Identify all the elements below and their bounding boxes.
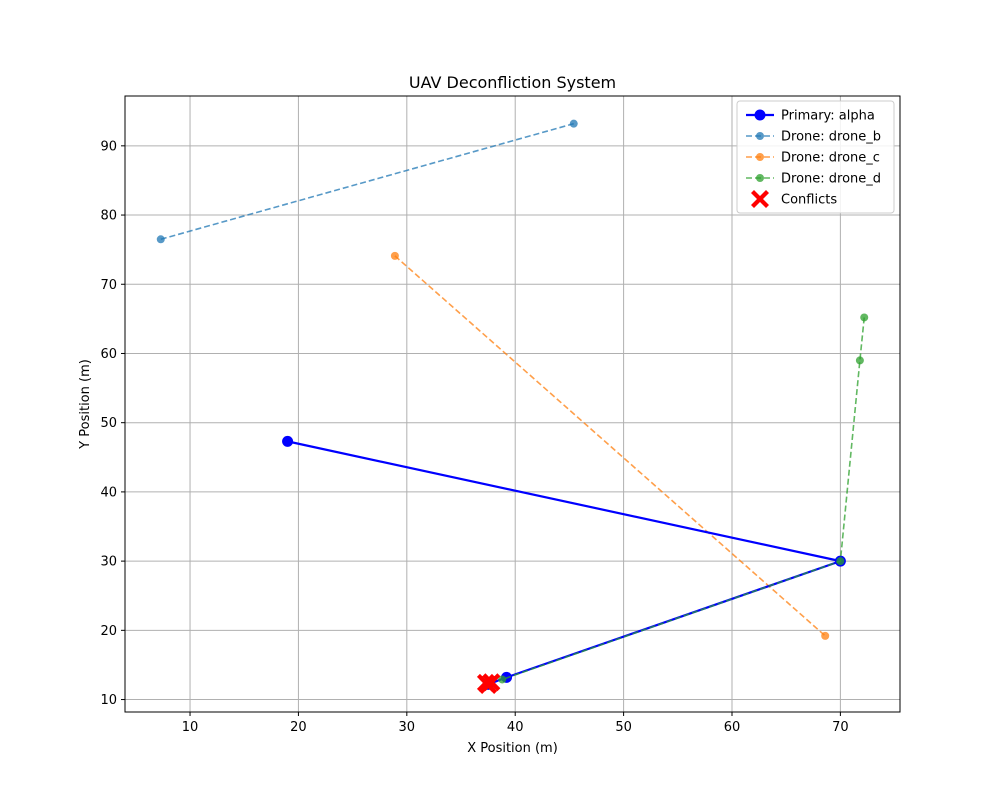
data-point bbox=[390, 251, 399, 260]
data-point bbox=[860, 313, 869, 322]
series-1 bbox=[156, 119, 578, 244]
legend-marker bbox=[756, 132, 764, 140]
data-point bbox=[821, 631, 830, 640]
x-tick-label: 10 bbox=[182, 720, 199, 735]
x-tick-label: 30 bbox=[399, 720, 416, 735]
y-tick-label: 10 bbox=[100, 693, 117, 708]
data-point bbox=[156, 235, 165, 244]
y-tick-label: 40 bbox=[100, 485, 117, 500]
y-tick-label: 60 bbox=[100, 347, 117, 362]
legend-marker bbox=[756, 153, 764, 161]
y-tick-label: 80 bbox=[100, 209, 117, 224]
conflict-layer bbox=[476, 673, 501, 695]
legend-marker bbox=[754, 109, 766, 121]
legend-label: Drone: drone_b bbox=[781, 130, 881, 145]
x-tick-label: 60 bbox=[724, 720, 741, 735]
x-tick-label: 40 bbox=[507, 720, 524, 735]
conflict-marker bbox=[479, 676, 498, 695]
legend-label: Primary: alpha bbox=[781, 109, 875, 124]
legend: Primary: alpha Drone: drone_b Drone: drone… bbox=[736, 100, 895, 214]
ticks: 10 20 30 40 50 60 70 10 20 30 40 50 60 70 80 90 bbox=[100, 139, 848, 735]
data-point bbox=[498, 675, 507, 684]
x-tick-label: 70 bbox=[832, 720, 849, 735]
chart-title: UAV Deconfliction System bbox=[409, 73, 616, 92]
series-2 bbox=[390, 251, 830, 640]
x-axis-label: X Position (m) bbox=[467, 741, 558, 756]
y-axis-label: Y Position (m) bbox=[78, 359, 93, 450]
x-tick-label: 20 bbox=[290, 720, 307, 735]
data-point bbox=[836, 557, 845, 566]
legend-label: Conflicts bbox=[781, 193, 837, 208]
y-tick-label: 20 bbox=[100, 624, 117, 639]
data-point bbox=[569, 119, 578, 128]
legend-label: Drone: drone_c bbox=[781, 151, 880, 166]
legend-label: Drone: drone_d bbox=[781, 172, 881, 187]
data-point bbox=[282, 435, 294, 447]
data-point bbox=[855, 356, 864, 365]
x-tick-label: 50 bbox=[615, 720, 632, 735]
legend-marker bbox=[756, 174, 764, 182]
series-line bbox=[394, 255, 826, 637]
legend-box bbox=[736, 100, 895, 214]
y-tick-label: 50 bbox=[100, 416, 117, 431]
y-tick-label: 90 bbox=[100, 139, 117, 154]
legend-conflict-marker bbox=[751, 190, 769, 208]
y-tick-label: 70 bbox=[100, 278, 117, 293]
y-tick-label: 30 bbox=[100, 555, 117, 570]
plot-frame bbox=[124, 95, 901, 713]
series-line bbox=[501, 317, 866, 681]
series-layer bbox=[156, 119, 869, 690]
series-3 bbox=[498, 313, 869, 684]
series-line bbox=[287, 440, 842, 686]
